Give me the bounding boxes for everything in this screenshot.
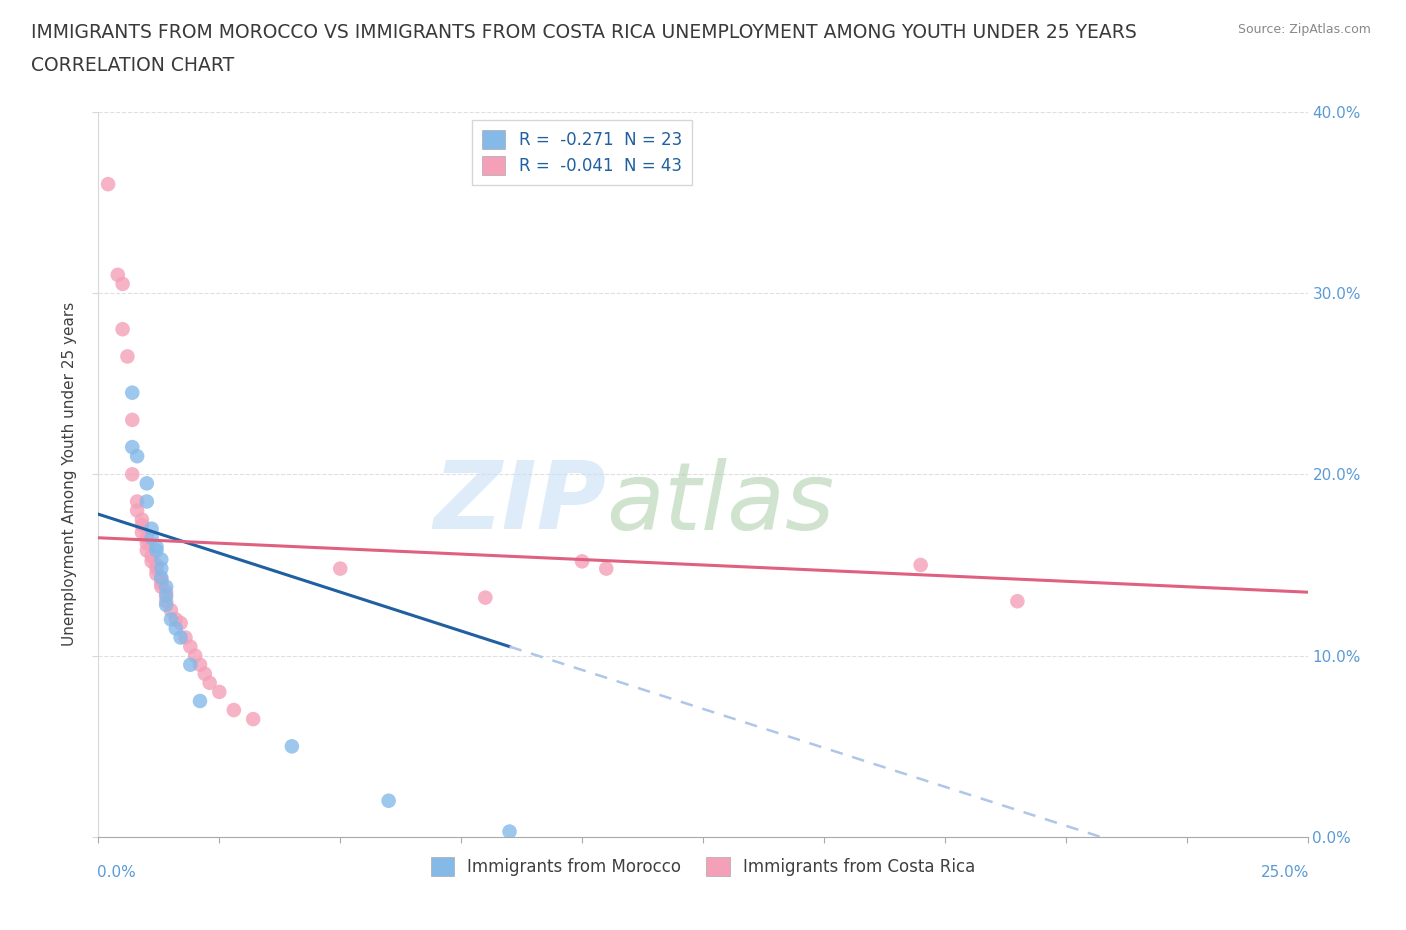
Point: [208, 684, 231, 699]
Point: [571, 554, 593, 569]
Point: [377, 793, 399, 808]
Point: [127, 449, 149, 464]
Point: [474, 591, 496, 605]
Point: [97, 177, 120, 192]
Point: [165, 621, 187, 636]
Point: [155, 585, 177, 600]
Text: IMMIGRANTS FROM MOROCCO VS IMMIGRANTS FROM COSTA RICA UNEMPLOYMENT AMONG YOUTH U: IMMIGRANTS FROM MOROCCO VS IMMIGRANTS FR…: [31, 23, 1136, 42]
Point: [281, 738, 304, 753]
Text: ZIP: ZIP: [433, 458, 606, 550]
Point: [141, 549, 163, 564]
Point: [127, 503, 149, 518]
Point: [135, 494, 157, 509]
Point: [165, 612, 187, 627]
Point: [121, 385, 143, 400]
Point: [329, 561, 352, 576]
Point: [194, 667, 217, 682]
Point: [111, 322, 134, 337]
Point: [498, 824, 520, 839]
Point: [145, 558, 167, 573]
Point: [121, 413, 143, 428]
Point: [135, 530, 157, 545]
Point: [107, 268, 129, 283]
Point: [145, 539, 167, 554]
Point: [150, 561, 173, 576]
Point: [131, 518, 153, 533]
Text: CORRELATION CHART: CORRELATION CHART: [31, 56, 235, 74]
Legend: Immigrants from Morocco, Immigrants from Costa Rica: Immigrants from Morocco, Immigrants from…: [425, 851, 981, 884]
Point: [141, 521, 163, 536]
Point: [184, 648, 207, 663]
Point: [135, 476, 157, 491]
Text: 0.0%: 0.0%: [97, 865, 136, 880]
Point: [135, 543, 157, 558]
Point: [169, 631, 191, 645]
Point: [188, 658, 211, 672]
Point: [141, 530, 163, 545]
Point: [222, 703, 245, 718]
Point: [174, 631, 197, 645]
Text: Source: ZipAtlas.com: Source: ZipAtlas.com: [1237, 23, 1371, 36]
Text: 25.0%: 25.0%: [1260, 865, 1309, 880]
Point: [111, 276, 134, 291]
Point: [179, 658, 201, 672]
Point: [145, 561, 167, 576]
Point: [169, 616, 191, 631]
Point: [1007, 594, 1029, 609]
Point: [145, 543, 167, 558]
Point: [160, 603, 183, 618]
Point: [595, 561, 617, 576]
Point: [155, 597, 177, 612]
Point: [150, 576, 173, 591]
Point: [150, 552, 173, 567]
Point: [155, 594, 177, 609]
Point: [242, 711, 264, 726]
Point: [127, 494, 149, 509]
Point: [150, 572, 173, 587]
Point: [160, 612, 183, 627]
Point: [155, 589, 177, 604]
Point: [121, 440, 143, 455]
Point: [145, 566, 167, 581]
Point: [150, 579, 173, 594]
Point: [131, 512, 153, 527]
Point: [198, 675, 221, 690]
Point: [155, 579, 177, 594]
Point: [121, 467, 143, 482]
Point: [135, 536, 157, 551]
Point: [141, 554, 163, 569]
Point: [150, 570, 173, 585]
Point: [910, 558, 932, 573]
Point: [179, 639, 201, 654]
Point: [188, 694, 211, 709]
Point: [131, 525, 153, 539]
Point: [117, 349, 139, 364]
Text: atlas: atlas: [606, 458, 835, 549]
Y-axis label: Unemployment Among Youth under 25 years: Unemployment Among Youth under 25 years: [62, 302, 77, 646]
